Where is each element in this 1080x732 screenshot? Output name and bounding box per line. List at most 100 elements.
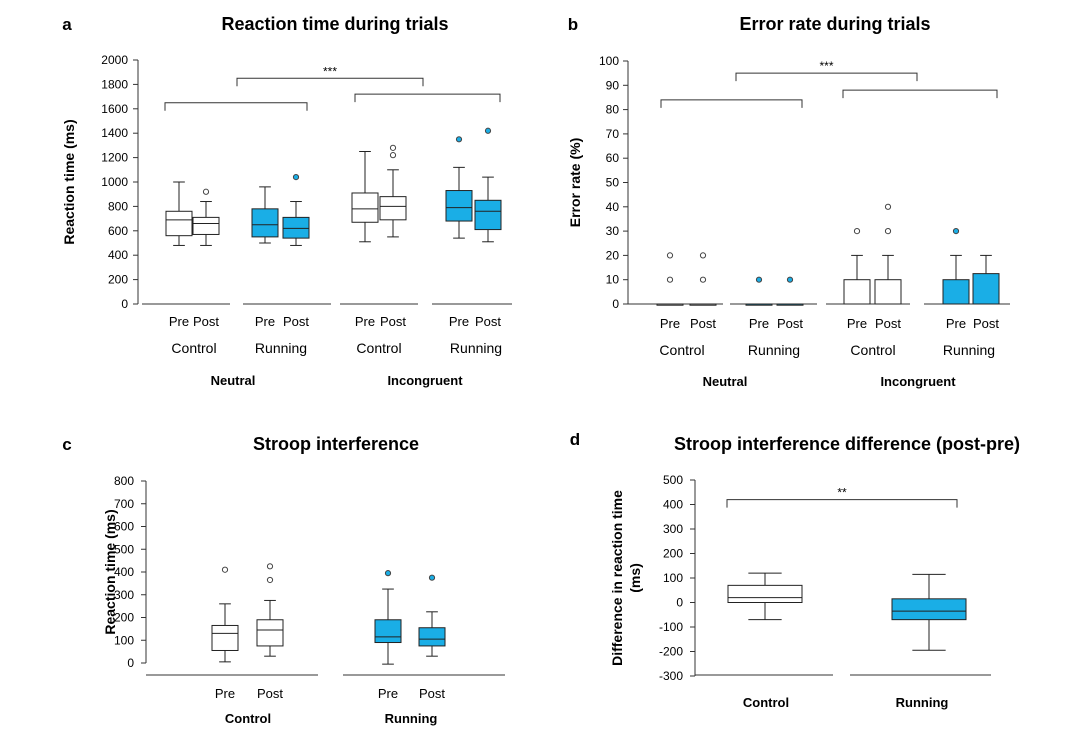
box-iqr <box>379 196 407 221</box>
significance-bracket <box>842 89 998 99</box>
y-tick-label: 30 <box>606 224 620 238</box>
outlier-point <box>428 574 436 581</box>
y-tick-label: 800 <box>114 474 134 488</box>
y-tick-label: 70 <box>606 127 620 141</box>
outlier-point <box>884 228 892 235</box>
y-tick-label: -300 <box>659 669 683 683</box>
y-tick-label: 100 <box>663 571 683 585</box>
outlier-point <box>221 566 229 573</box>
y-tick-label: 500 <box>663 473 683 487</box>
y-tick-label: 300 <box>114 588 134 602</box>
y-axis-label-line: Difference in reaction time <box>609 490 625 666</box>
box-pre-0 <box>211 566 239 663</box>
y-tick-label: 0 <box>612 297 619 311</box>
box-post-3 <box>282 174 310 246</box>
y-axis-label-c: Reaction time (ms) <box>102 509 118 634</box>
y-tick-label: 100 <box>599 54 619 68</box>
x-category-label-post: Post <box>973 316 999 331</box>
chart-title-b: Error rate during trials <box>739 14 930 34</box>
y-tick-label: 600 <box>114 520 134 534</box>
outlier-point <box>755 276 763 283</box>
y-tick-label: 0 <box>127 656 134 670</box>
y-tick-label: 1400 <box>101 126 128 140</box>
box-iqr <box>256 619 284 647</box>
significance-bracket <box>164 102 308 111</box>
panel-label-a: a <box>62 15 72 34</box>
panel-d-stroop-difference: d Stroop interference difference (post-pr… <box>570 430 1020 710</box>
y-tick-label: 10 <box>606 273 620 287</box>
x-category-label-pre: Pre <box>255 314 275 329</box>
box-post-1 <box>192 188 220 246</box>
box-iqr <box>972 273 1000 305</box>
y-tick-label: 400 <box>114 565 134 579</box>
outlier-point <box>389 152 397 159</box>
y-tick-label: 600 <box>108 224 128 238</box>
y-tick-label: 60 <box>606 151 620 165</box>
x-category-label-post: Post <box>475 314 501 329</box>
box-iqr <box>351 192 379 223</box>
panel-label-d: d <box>570 430 580 449</box>
y-tick-label: 2000 <box>101 53 128 67</box>
box-iqr <box>874 279 902 305</box>
x-category-label-post: Post <box>875 316 901 331</box>
group-label-running: Running <box>255 340 307 356</box>
box-pre-0 <box>656 252 684 306</box>
box-pre-0 <box>165 181 193 246</box>
group-label-running: Running <box>385 711 438 726</box>
y-tick-label: 200 <box>663 547 683 561</box>
group-label-control: Control <box>743 695 789 710</box>
box-iqr <box>474 199 502 231</box>
condition-label-incongruent: Incongruent <box>387 373 463 388</box>
box-iqr <box>727 584 803 603</box>
box-pre-2 <box>251 186 279 244</box>
outlier-point <box>455 136 463 143</box>
y-tick-label: 800 <box>108 199 128 213</box>
significance-bracket <box>236 77 424 87</box>
condition-label-neutral: Neutral <box>703 374 748 389</box>
group-label-control: Control <box>356 340 401 356</box>
outlier-point <box>292 174 300 181</box>
box-iqr <box>418 627 446 647</box>
group-label-running: Running <box>896 695 949 710</box>
significance-bracket <box>726 499 958 508</box>
box-iqr <box>942 279 970 305</box>
outlier-point <box>699 276 707 283</box>
group-label-running: Running <box>450 340 502 356</box>
y-tick-label: 400 <box>108 248 128 262</box>
box-post-3 <box>418 574 446 657</box>
group-label-control: Control <box>659 342 704 358</box>
box-iqr <box>251 208 279 238</box>
box-post-7 <box>972 254 1000 305</box>
significance-bracket <box>354 93 501 103</box>
outlier-point <box>884 203 892 210</box>
significance-marker: *** <box>819 59 833 73</box>
box-pre-2 <box>374 570 402 665</box>
y-tick-label: -100 <box>659 620 683 634</box>
y-axis-label-a: Reaction time (ms) <box>61 119 77 244</box>
y-tick-label: 200 <box>108 273 128 287</box>
outlier-point <box>666 276 674 283</box>
panel-label-c: c <box>62 435 71 454</box>
y-tick-label: -200 <box>659 645 683 659</box>
outlier-point <box>384 570 392 577</box>
panel-b-error-rate: b Error rate during trials 0 10 20 30 40 50 60 70… <box>567 14 1010 389</box>
y-tick-label: 500 <box>114 542 134 556</box>
y-tick-label: 40 <box>606 200 620 214</box>
box-group-0 <box>727 572 803 621</box>
x-category-label-pre: Pre <box>378 686 398 701</box>
y-tick-label: 20 <box>606 248 620 262</box>
box-iqr <box>374 619 402 644</box>
outlier-point <box>699 252 707 259</box>
x-category-label-pre: Pre <box>749 316 769 331</box>
y-axis-label-line: (ms) <box>627 563 643 593</box>
y-tick-label: 400 <box>663 498 683 512</box>
chart-title-c: Stroop interference <box>253 434 419 454</box>
x-category-label-pre: Pre <box>449 314 469 329</box>
significance-marker: *** <box>323 64 337 78</box>
significance-bracket <box>660 99 803 108</box>
x-category-label-post: Post <box>690 316 716 331</box>
box-pre-4 <box>351 151 379 243</box>
box-post-3 <box>776 276 804 306</box>
outlier-point <box>266 563 274 570</box>
box-iqr <box>165 210 193 237</box>
